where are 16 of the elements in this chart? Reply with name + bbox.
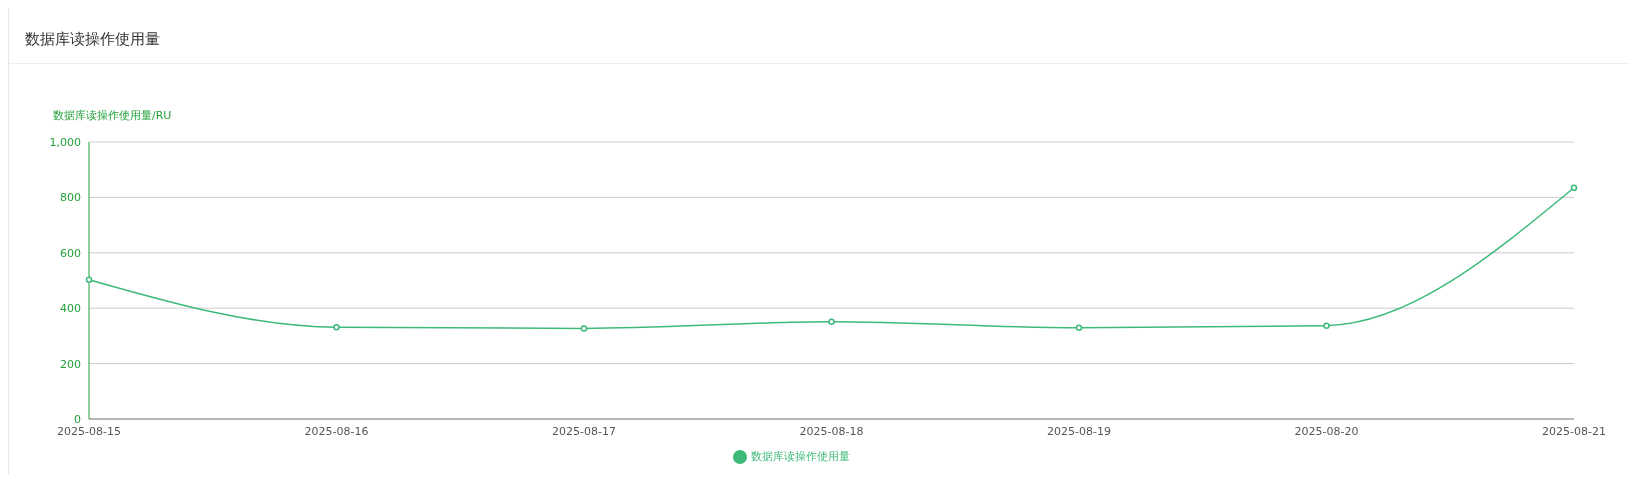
y-tick-label: 400	[60, 302, 81, 316]
y-tick-label: 200	[60, 357, 81, 371]
x-tick-label: 2025-08-21	[1542, 424, 1606, 438]
x-tick-label: 2025-08-18	[799, 424, 864, 438]
x-tick-label: 2025-08-17	[552, 424, 616, 438]
y-tick-label: 0	[74, 412, 81, 426]
y-tick-label: 1,000	[49, 135, 81, 149]
x-tick-label: 2025-08-16	[304, 424, 369, 438]
y-axis-title: 数据库读操作使用量/RU	[53, 108, 172, 123]
x-tick-label: 2025-08-19	[1047, 424, 1111, 438]
legend-label: 数据库读操作使用量	[751, 450, 850, 463]
x-tick-label: 2025-08-20	[1294, 424, 1359, 438]
x-tick-label: 2025-08-15	[57, 424, 121, 438]
chart-title: 数据库读操作使用量	[9, 8, 1629, 64]
y-tick-label: 800	[60, 191, 81, 205]
y-tick-label: 600	[60, 246, 81, 260]
